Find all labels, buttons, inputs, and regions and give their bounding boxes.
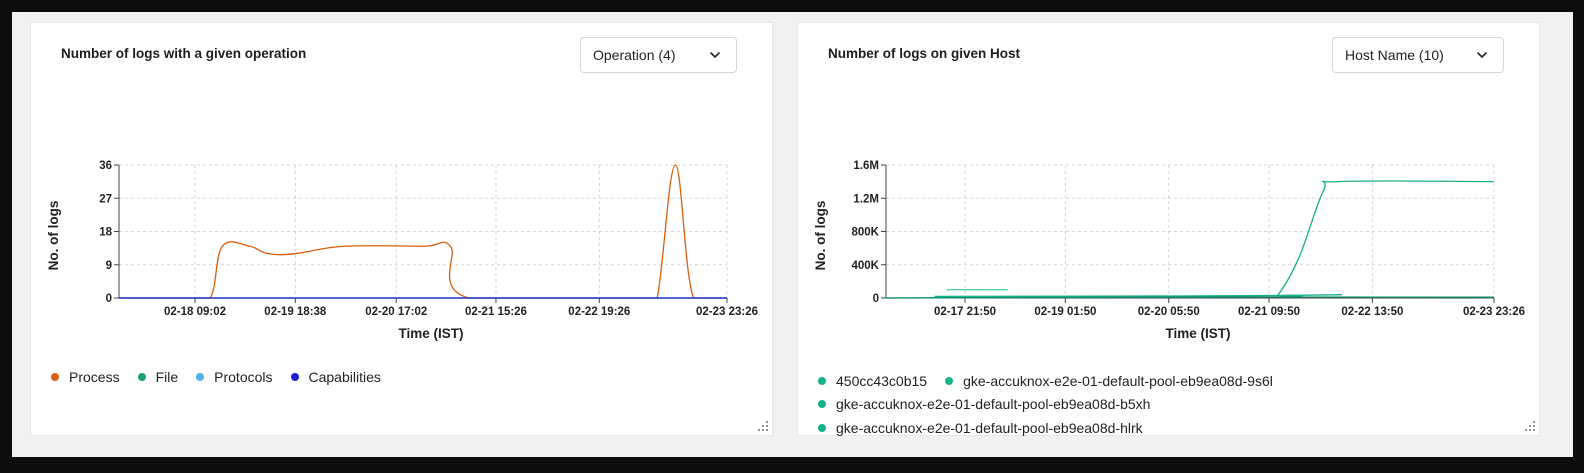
x-tick-label: 02-19 18:38 — [264, 306, 327, 318]
host-logs-card: Number of logs on given Host Host Name (… — [797, 22, 1540, 436]
legend-item[interactable]: Capabilities — [290, 369, 381, 385]
legend-label: Process — [69, 369, 120, 385]
operation-filter-dropdown[interactable]: Operation (4) — [580, 37, 737, 73]
legend-label: Protocols — [214, 369, 273, 385]
x-axis-label: Time (IST) — [398, 326, 463, 341]
y-tick-label: 400K — [852, 260, 880, 272]
legend-dot-icon — [196, 373, 205, 381]
y-axis-label: No. of logs — [46, 201, 61, 271]
legend-row: 450cc43c0b15 gke-accuknox-e2e-01-default-… — [818, 369, 1378, 393]
legend-dot-icon — [290, 373, 299, 381]
resize-handle-icon[interactable] — [1524, 420, 1536, 432]
legend-label: 450cc43c0b15 — [836, 372, 928, 389]
card-title: Number of logs on given Host — [828, 46, 1021, 61]
legend-item[interactable]: File — [137, 369, 179, 385]
x-tick-label: 02-20 05:50 — [1138, 306, 1200, 318]
legend-row: gke-accuknox-e2e-01-default-pool-eb9ea08… — [818, 416, 1378, 440]
series-line-gke-accuknox-e2e-01-default-pool-eb9ea08d-b5xh[interactable] — [934, 294, 1343, 297]
legend-dot-icon — [945, 376, 954, 385]
x-tick-label: 02-20 17:02 — [365, 306, 427, 318]
y-tick-label: 27 — [99, 193, 112, 205]
dropdown-label: Host Name (10) — [1345, 47, 1444, 63]
legend-label: gke-accuknox-e2e-01-default-pool-eb9ea08… — [963, 372, 1273, 389]
y-tick-label: 0 — [106, 293, 112, 305]
y-tick-label: 800K — [852, 227, 880, 239]
resize-handle-icon[interactable] — [757, 420, 769, 432]
y-tick-label: 36 — [99, 160, 112, 172]
legend-row: gke-accuknox-e2e-01-default-pool-eb9ea08… — [818, 393, 1378, 417]
legend-item[interactable]: 450cc43c0b15 — [818, 373, 927, 389]
legend-label: Capabilities — [308, 369, 381, 385]
legend-dot-icon — [137, 373, 146, 381]
dashboard-canvas: Number of logs with a given operation Op… — [12, 12, 1573, 457]
legend-dot-icon — [818, 376, 826, 385]
legend-item[interactable]: Protocols — [196, 369, 273, 385]
dropdown-label: Operation (4) — [593, 47, 676, 63]
x-tick-label: 02-18 09:02 — [164, 306, 226, 318]
card-title: Number of logs with a given operation — [61, 46, 307, 61]
x-axis-label: Time (IST) — [1165, 326, 1230, 341]
y-tick-label: 18 — [99, 227, 112, 239]
legend-label: File — [155, 369, 179, 385]
operation-logs-card: Number of logs with a given operation Op… — [30, 22, 773, 436]
legend-label: gke-accuknox-e2e-01-default-pool-eb9ea08… — [836, 419, 1143, 436]
chevron-down-icon — [710, 52, 720, 58]
legend-label: gke-accuknox-e2e-01-default-pool-eb9ea08… — [836, 396, 1151, 413]
y-tick-label: 0 — [873, 293, 879, 305]
x-tick-label: 02-22 19:26 — [568, 306, 630, 318]
legend-dot-icon — [51, 373, 59, 381]
host-filter-dropdown[interactable]: Host Name (10) — [1332, 37, 1504, 73]
legend-item[interactable]: gke-accuknox-e2e-01-default-pool-eb9ea08… — [818, 420, 1143, 436]
operation-line-chart: 0 9 18 27 36 02-18 09:02 02-19 18:38 02-20 17:0… — [46, 160, 758, 341]
y-axis-label: No. of logs — [813, 201, 828, 271]
legend-dot-icon — [818, 423, 826, 432]
x-tick-label: 02-21 09:50 — [1238, 306, 1300, 318]
x-tick-label: 02-23 23:26 — [696, 306, 758, 318]
host-line-chart: 0 400K 800K 1.2M 1.6M 02-17 21:50 02-19 01:50 0… — [813, 160, 1525, 341]
y-tick-label: 9 — [106, 260, 112, 272]
chart-legend: 450cc43c0b15 gke-accuknox-e2e-01-default-… — [818, 369, 1378, 440]
chart-legend: Process File Protocols Capabilities — [51, 369, 399, 385]
x-tick-label: 02-21 15:26 — [465, 306, 527, 318]
x-tick-label: 02-17 21:50 — [934, 306, 996, 318]
legend-item[interactable]: Process — [51, 369, 120, 385]
x-tick-label: 02-22 13:50 — [1341, 306, 1403, 318]
chevron-down-icon — [1477, 52, 1487, 58]
y-tick-label: 1.6M — [853, 160, 879, 172]
series-line-gke-accuknox-e2e-01-default-pool-eb9ea08d-hlrk[interactable] — [885, 296, 1495, 299]
y-tick-label: 1.2M — [853, 193, 879, 205]
x-tick-label: 02-23 23:26 — [1463, 306, 1525, 318]
legend-item[interactable]: gke-accuknox-e2e-01-default-pool-eb9ea08… — [945, 373, 1273, 389]
series-line-process[interactable] — [118, 164, 727, 299]
legend-item[interactable]: gke-accuknox-e2e-01-default-pool-eb9ea08… — [818, 396, 1150, 412]
x-tick-label: 02-19 01:50 — [1034, 306, 1096, 318]
legend-dot-icon — [818, 400, 826, 409]
